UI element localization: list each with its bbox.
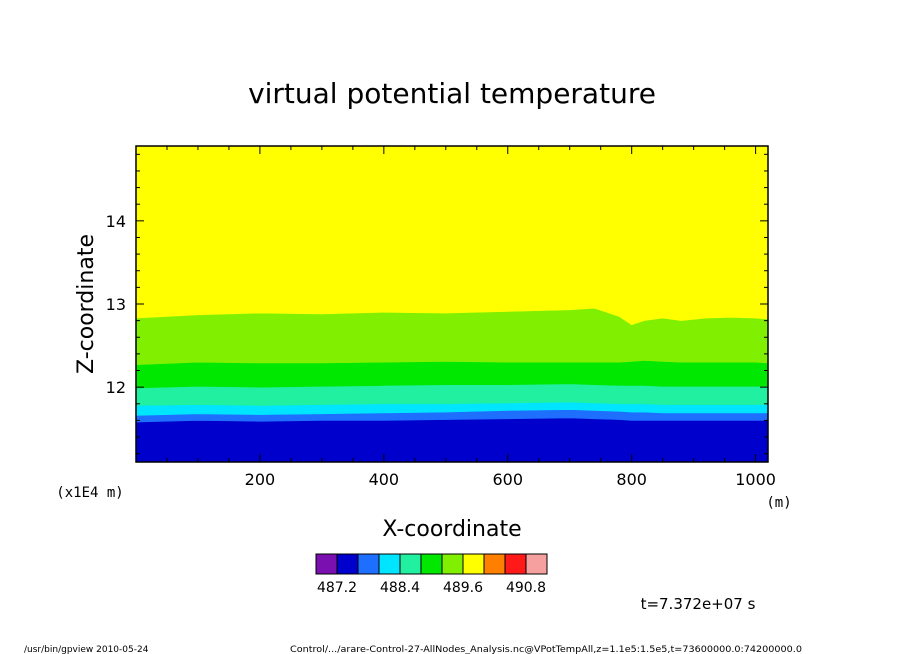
y-scale-note: (x1E4 m) bbox=[56, 485, 123, 501]
footer-right: Control/.../arare-Control-27-AllNodes_An… bbox=[290, 645, 802, 654]
x-tick-label: 600 bbox=[492, 470, 523, 489]
colorbar-cell bbox=[441, 553, 464, 575]
chart-title: virtual potential temperature bbox=[248, 77, 656, 110]
contour-band bbox=[135, 360, 769, 389]
colorbar-label: 490.8 bbox=[506, 580, 546, 596]
x-tick-label: 200 bbox=[245, 470, 276, 489]
colorbar-cell bbox=[420, 553, 443, 575]
colorbar-cell bbox=[483, 553, 506, 575]
contour-band bbox=[135, 145, 769, 326]
time-label: t=7.372e+07 s bbox=[641, 595, 756, 613]
colorbar-cell bbox=[378, 553, 401, 575]
colorbar-cell bbox=[336, 553, 359, 575]
colorbar-label: 488.4 bbox=[380, 580, 420, 596]
contour-layers bbox=[135, 145, 769, 463]
contour-band bbox=[135, 417, 769, 463]
x-unit-label: (m) bbox=[766, 495, 791, 511]
y-tick-label: 14 bbox=[106, 212, 126, 231]
colorbar-label: 487.2 bbox=[317, 580, 357, 596]
colorbar-cell bbox=[504, 553, 527, 575]
axis-ticks: 200 400 600 800 1000 12 13 14 bbox=[106, 146, 776, 489]
colorbar-cell bbox=[315, 553, 338, 575]
colorbar-cell bbox=[399, 553, 422, 575]
colorbar-cell bbox=[357, 553, 380, 575]
x-tick-label: 1000 bbox=[735, 470, 776, 489]
colorbar-cell bbox=[525, 553, 548, 575]
colorbar: 487.2 488.4 489.6 490.8 bbox=[315, 553, 548, 596]
x-tick-label: 400 bbox=[369, 470, 400, 489]
x-tick-label: 800 bbox=[616, 470, 647, 489]
y-tick-label: 13 bbox=[106, 295, 126, 314]
footer-left: /usr/bin/gpview 2010-05-24 bbox=[24, 645, 149, 654]
y-tick-label: 12 bbox=[106, 378, 126, 397]
colorbar-label: 489.6 bbox=[443, 580, 483, 596]
x-axis-label: X-coordinate bbox=[382, 517, 521, 542]
y-axis-label: Z-coordinate bbox=[74, 234, 99, 374]
colorbar-cell bbox=[462, 553, 485, 575]
